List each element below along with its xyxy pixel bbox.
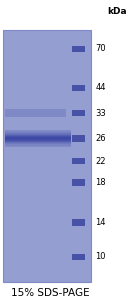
- Bar: [72, 110, 85, 116]
- Bar: [72, 158, 85, 164]
- Bar: [5, 144, 71, 145]
- Text: 33: 33: [95, 109, 106, 118]
- Text: 15% SDS-PAGE: 15% SDS-PAGE: [11, 287, 90, 298]
- Bar: [72, 135, 85, 142]
- Bar: [72, 179, 85, 186]
- Text: 22: 22: [95, 157, 106, 166]
- Text: 18: 18: [95, 178, 106, 187]
- Text: 44: 44: [95, 83, 106, 92]
- Text: 14: 14: [95, 218, 106, 227]
- Bar: [72, 85, 85, 91]
- Bar: [5, 130, 71, 131]
- Bar: [5, 133, 71, 134]
- Bar: [5, 146, 71, 147]
- Bar: [3, 30, 91, 282]
- Bar: [5, 138, 71, 139]
- Bar: [5, 140, 71, 141]
- Bar: [72, 220, 85, 226]
- Bar: [5, 131, 71, 132]
- Text: 70: 70: [95, 44, 106, 53]
- Bar: [5, 141, 71, 142]
- Bar: [72, 46, 85, 52]
- Bar: [5, 142, 71, 143]
- Bar: [5, 134, 71, 135]
- Bar: [5, 135, 71, 136]
- Bar: [5, 110, 66, 117]
- Text: 10: 10: [95, 252, 106, 261]
- Bar: [5, 139, 71, 140]
- Text: kDa: kDa: [107, 8, 127, 16]
- Bar: [5, 145, 71, 146]
- Bar: [72, 254, 85, 260]
- Bar: [5, 143, 71, 144]
- Bar: [5, 137, 71, 138]
- Text: 26: 26: [95, 134, 106, 143]
- Bar: [5, 136, 71, 137]
- Bar: [5, 132, 71, 133]
